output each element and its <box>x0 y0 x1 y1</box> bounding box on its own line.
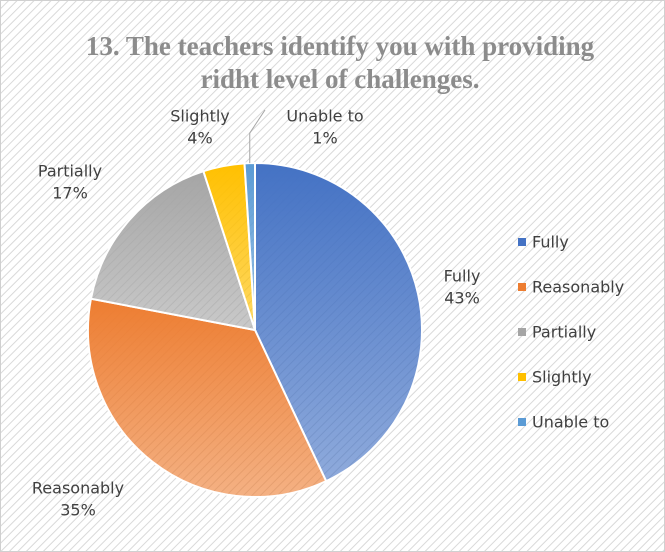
pie-slice <box>243 161 256 331</box>
legend-label: Partially <box>532 323 596 342</box>
legend-label: Slightly <box>532 368 592 387</box>
pie-slice <box>254 161 423 483</box>
data-label-name: Fully <box>444 267 481 286</box>
legend-swatch <box>518 373 526 381</box>
data-label-name: Reasonably <box>32 479 124 498</box>
data-label-name: Slightly <box>170 107 230 126</box>
legend-swatch <box>518 283 526 291</box>
pie-slice <box>89 169 257 332</box>
legend-label: Fully <box>532 233 569 252</box>
data-label-value: 35% <box>60 501 96 520</box>
legend-swatch <box>518 418 526 426</box>
data-label-value: 1% <box>312 129 337 148</box>
legend-swatch <box>518 238 526 246</box>
legend-label: Unable to <box>532 413 609 432</box>
leader-line <box>249 109 266 164</box>
legend-swatch <box>518 328 526 336</box>
legend-label: Reasonably <box>532 278 624 297</box>
pie-slice <box>87 297 328 498</box>
chart-title: 13. The teachers identify you with provi… <box>85 31 595 94</box>
data-label-value: 4% <box>187 129 212 148</box>
data-label-value: 43% <box>444 289 480 308</box>
data-label-value: 17% <box>52 184 88 203</box>
data-label-name: Partially <box>38 162 102 181</box>
data-label-name: Unable to <box>286 107 363 126</box>
